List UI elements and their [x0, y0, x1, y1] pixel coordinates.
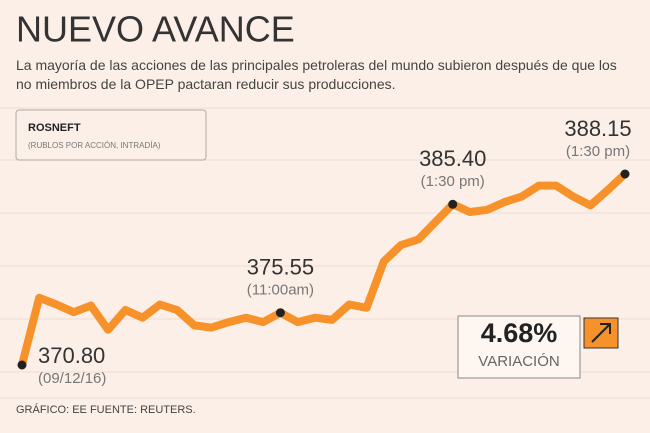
subtitle-box: La mayoría de las acciones de las princi… — [16, 57, 617, 92]
chart-title: ROSNEFT — [28, 122, 81, 134]
footer: GRÁFICO: EE FUENTE: REUTERS. — [16, 403, 196, 416]
point-marker — [17, 360, 27, 370]
change-box — [457, 315, 581, 379]
value-label: 370.80 — [38, 343, 105, 368]
time-label: (1:30 pm) — [421, 173, 485, 190]
time-label: (09/12/16) — [38, 370, 106, 387]
value-label: 375.55 — [247, 255, 314, 280]
point-marker — [620, 169, 630, 179]
arrow-icon — [583, 317, 619, 349]
page-title: NUEVO AVANCE — [16, 9, 295, 50]
value-label: 388.15 — [564, 116, 631, 141]
time-label: (1:30 pm) — [566, 143, 630, 160]
subtitle: La mayoría de las acciones de las princi… — [16, 57, 617, 92]
chart-subtitle: (RUBLOS POR ACCIÓN, INTRADÍA) — [28, 141, 161, 150]
change-value: 4.68% — [481, 318, 558, 348]
time-label: (11:00am) — [247, 282, 314, 299]
legend-box — [15, 109, 207, 161]
price-line — [18, 170, 629, 369]
point-marker — [448, 199, 458, 209]
change-label: VARIACIÓN — [478, 353, 559, 370]
value-label: 385.40 — [419, 146, 486, 171]
point-marker — [275, 308, 285, 318]
